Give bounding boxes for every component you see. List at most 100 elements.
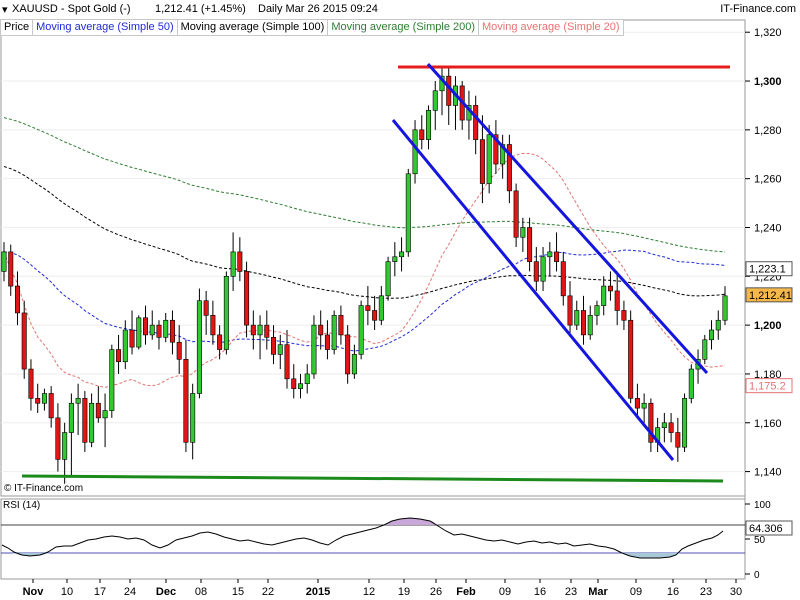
channel-lower-line[interactable]	[391, 119, 675, 461]
candle	[560, 251, 566, 306]
candle-body	[486, 134, 492, 184]
chevron-down-icon[interactable]: ▾	[2, 4, 8, 16]
candle-body	[1, 251, 7, 272]
legend-price[interactable]: Price	[0, 19, 34, 36]
candle-body	[412, 129, 418, 175]
candle	[48, 386, 54, 428]
candle	[547, 242, 553, 277]
candle-body	[621, 310, 627, 321]
candle	[55, 403, 61, 472]
sma20-line	[3, 152, 726, 389]
candle-body	[479, 139, 485, 184]
candle-body	[122, 329, 128, 363]
candle	[426, 105, 432, 150]
candle	[331, 310, 337, 355]
candle-body	[493, 134, 499, 165]
x-tick-label: 23	[700, 586, 712, 598]
candle-body	[14, 285, 20, 314]
candle-body	[102, 410, 108, 419]
candle	[35, 383, 41, 414]
candle	[338, 305, 344, 345]
candle-body	[297, 383, 303, 389]
candle	[149, 310, 155, 340]
candle-body	[116, 349, 122, 363]
y-tick-label: 1,280	[754, 125, 782, 137]
x-tick-label: 09	[630, 586, 642, 598]
candle	[675, 417, 681, 462]
candle	[95, 386, 101, 423]
rsi-value-tag: 64.306	[745, 520, 793, 536]
candle-body	[68, 402, 74, 433]
candle-body	[560, 261, 566, 297]
candle-body	[324, 334, 330, 350]
rsi-tick-label: 0	[754, 570, 760, 581]
candle	[601, 276, 607, 316]
candle	[169, 310, 175, 355]
candle-body	[143, 317, 149, 336]
moving-averages	[3, 117, 726, 389]
price-change: 1,212.41 (+1.45%)	[155, 3, 246, 15]
candle-body	[378, 295, 384, 321]
candle-body	[473, 105, 479, 140]
candle	[284, 330, 290, 389]
candle	[412, 120, 418, 184]
legend-sma100[interactable]: Moving average (Simple 100)	[177, 19, 329, 36]
rsi-panel-frame	[0, 498, 746, 580]
candle-body	[62, 432, 68, 460]
rsi-tick-label: 50	[754, 535, 766, 546]
candle	[607, 271, 613, 301]
candle	[520, 217, 526, 252]
candle-body	[675, 432, 681, 448]
candle	[237, 237, 243, 282]
chart-header: ▾ XAUUSD - Spot Gold (-) 1,212.41 (+1.45…	[0, 0, 800, 18]
candle-body	[89, 402, 95, 443]
trend-lines[interactable]	[21, 62, 730, 483]
candle-body	[109, 349, 115, 411]
rsi-line	[1, 517, 724, 559]
x-tick-label: 17	[94, 586, 106, 598]
x-tick-label: 26	[430, 586, 442, 598]
candle	[628, 310, 634, 404]
support-line[interactable]	[21, 474, 724, 483]
candle	[82, 391, 88, 453]
candle	[297, 373, 303, 399]
legend-sma200[interactable]: Moving average (Simple 200)	[328, 19, 480, 36]
candle	[493, 120, 499, 174]
legend-sma20[interactable]: Moving average (Simple 20)	[479, 19, 624, 36]
channel-upper-line[interactable]	[426, 62, 709, 375]
candle-body	[345, 334, 351, 375]
time-axis: Nov 10 17 24 Dec 08 15 22 2015 12 19 26 Feb 09 16 23 Mar…	[23, 579, 742, 598]
candle-body	[48, 393, 54, 419]
y-tick-label: 1,140	[754, 467, 782, 479]
candle-body	[399, 251, 405, 258]
candle-body	[291, 378, 297, 389]
candle-body	[641, 402, 647, 409]
candle-body	[426, 110, 432, 140]
candle-body	[688, 368, 694, 399]
candle-body	[702, 339, 708, 360]
x-tick-label: 16	[534, 586, 546, 598]
candle	[318, 310, 324, 350]
candle	[486, 124, 492, 194]
price-tags: 1,223.1 1,175.2 1,212.41	[745, 261, 793, 394]
candle	[196, 288, 202, 399]
candle	[291, 364, 297, 399]
candle-body	[513, 190, 519, 238]
candle	[257, 315, 263, 360]
y-tick-label: 1,320	[754, 27, 782, 39]
candle-body	[540, 256, 546, 282]
price-axis: 1,3201,3001,2801,2601,2401,2201,2001,180…	[745, 27, 782, 479]
indicator-legend: Price Moving average (Simple 50) Moving …	[0, 19, 624, 36]
candle-body	[634, 398, 640, 409]
y-tick-label: 1,180	[754, 369, 782, 381]
x-tick-label: 09	[499, 586, 511, 598]
legend-sma50[interactable]: Moving average (Simple 50)	[33, 19, 178, 36]
candle	[75, 383, 81, 435]
candle	[271, 325, 277, 365]
candle	[136, 315, 142, 350]
candle	[102, 393, 108, 448]
x-tick-label: 30	[730, 586, 742, 598]
candle	[527, 217, 533, 272]
